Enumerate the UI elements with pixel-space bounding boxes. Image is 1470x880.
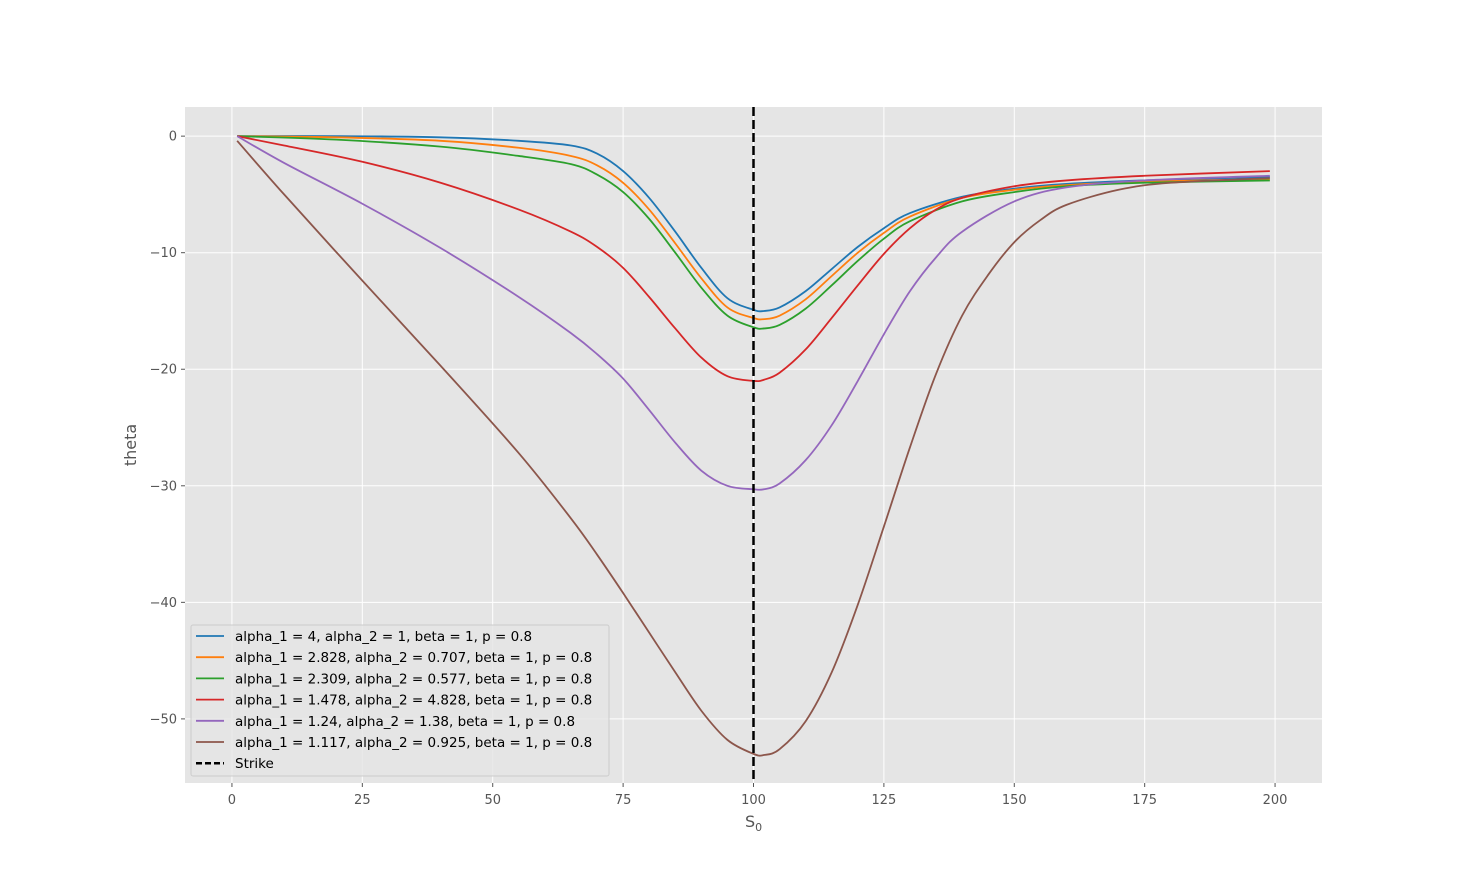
y-axis-label: theta bbox=[121, 424, 140, 466]
y-tick-label: −10 bbox=[150, 246, 177, 261]
x-tick-label: 125 bbox=[871, 793, 896, 808]
x-tick-label: 0 bbox=[228, 793, 236, 808]
x-axis-label-main: S bbox=[745, 812, 755, 831]
y-axis-ticks: 0 −10 −20 −30 −40 −50 bbox=[150, 130, 185, 727]
y-tick-label: −30 bbox=[150, 479, 177, 494]
x-axis-label: S0 bbox=[745, 812, 762, 834]
legend-entry-label: Strike bbox=[235, 756, 274, 772]
legend-entry-label: alpha_1 = 1.117, alpha_2 = 0.925, beta =… bbox=[235, 735, 592, 751]
legend-entry-label: alpha_1 = 2.309, alpha_2 = 0.577, beta =… bbox=[235, 671, 592, 687]
legend-entry-label: alpha_1 = 1.24, alpha_2 = 1.38, beta = 1… bbox=[235, 714, 575, 730]
legend-entry-label: alpha_1 = 1.478, alpha_2 = 4.828, beta =… bbox=[235, 693, 592, 709]
x-tick-label: 75 bbox=[615, 793, 632, 808]
y-tick-label: 0 bbox=[169, 130, 177, 145]
legend-entry-label: alpha_1 = 4, alpha_2 = 1, beta = 1, p = … bbox=[235, 629, 532, 645]
y-tick-label: −20 bbox=[150, 363, 177, 378]
x-tick-label: 150 bbox=[1002, 793, 1027, 808]
series-line-6 bbox=[236, 140, 1270, 757]
x-tick-label: 200 bbox=[1263, 793, 1288, 808]
legend-box bbox=[190, 624, 610, 777]
x-tick-label: 25 bbox=[354, 793, 371, 808]
y-tick-label: −40 bbox=[150, 596, 177, 611]
x-tick-label: 50 bbox=[484, 793, 501, 808]
legend-entry-label: alpha_1 = 2.828, alpha_2 = 0.707, beta =… bbox=[235, 650, 592, 666]
series-line-3 bbox=[237, 135, 1270, 330]
series-layer bbox=[236, 135, 1270, 757]
x-tick-label: 100 bbox=[741, 793, 766, 808]
x-tick-label: 175 bbox=[1132, 793, 1157, 808]
series-line-4 bbox=[236, 135, 1270, 383]
series-line-5 bbox=[236, 135, 1270, 491]
x-axis-label-subscript: 0 bbox=[755, 821, 762, 834]
y-tick-label: −50 bbox=[150, 712, 177, 727]
series-line-2 bbox=[237, 135, 1270, 321]
legend: alpha_1 = 4, alpha_2 = 1, beta = 1, p = … bbox=[190, 624, 610, 777]
x-axis-ticks: 0 25 50 75 100 125 150 175 200 bbox=[228, 783, 1288, 808]
